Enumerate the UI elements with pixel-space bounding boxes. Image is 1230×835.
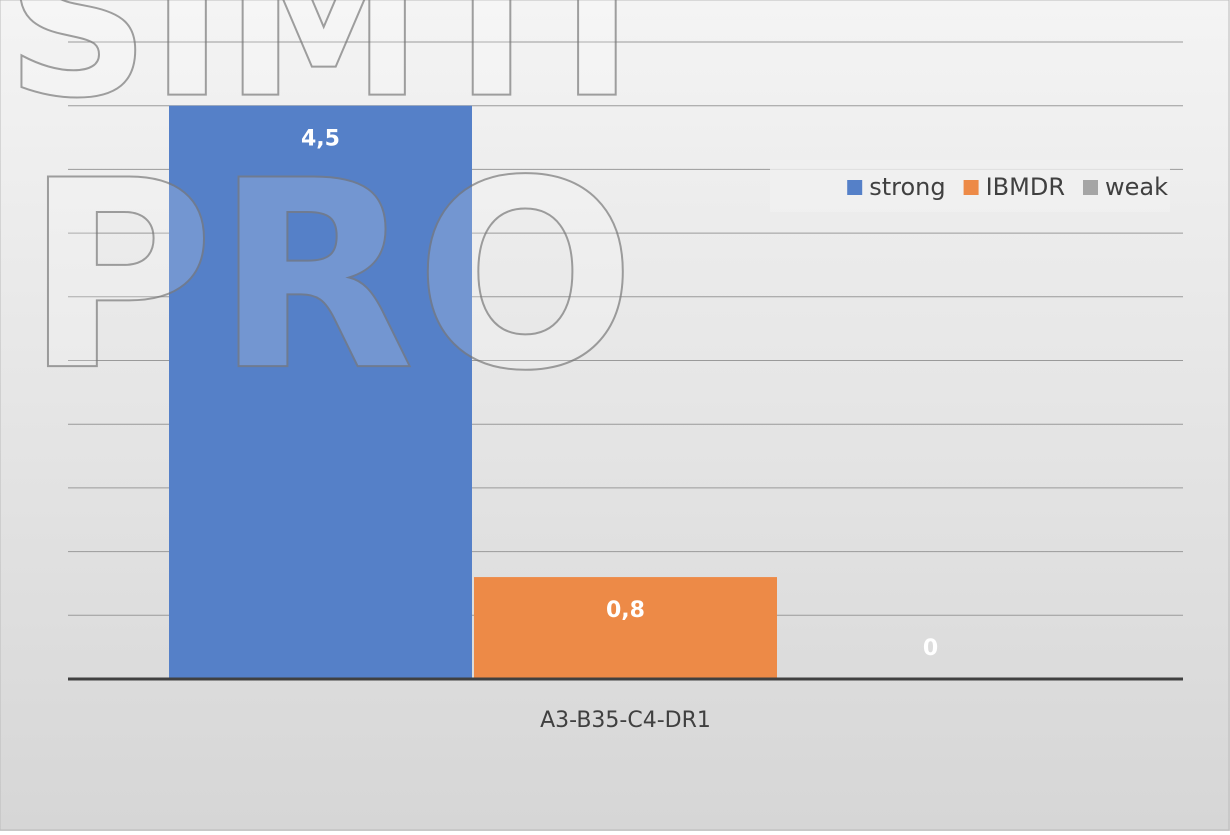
x-tick-label: A3-B35-C4-DR1: [540, 708, 711, 733]
data-label: 4,5: [301, 127, 340, 152]
bar: [474, 577, 777, 679]
legend-label: strong: [869, 173, 945, 201]
legend-swatch: [963, 180, 979, 195]
data-label: 0,8: [606, 598, 645, 623]
watermark: PRO: [24, 126, 636, 428]
watermark: SIMTI: [6, 0, 634, 143]
legend-swatch: [1083, 180, 1098, 195]
bar: [169, 105, 472, 679]
legend-swatch: [847, 180, 863, 195]
legend-label: IBMDR: [986, 173, 1065, 201]
legend: weak IBMDR strong: [770, 160, 1170, 212]
legend-label: weak: [1105, 173, 1168, 201]
data-label: 0: [923, 636, 938, 661]
